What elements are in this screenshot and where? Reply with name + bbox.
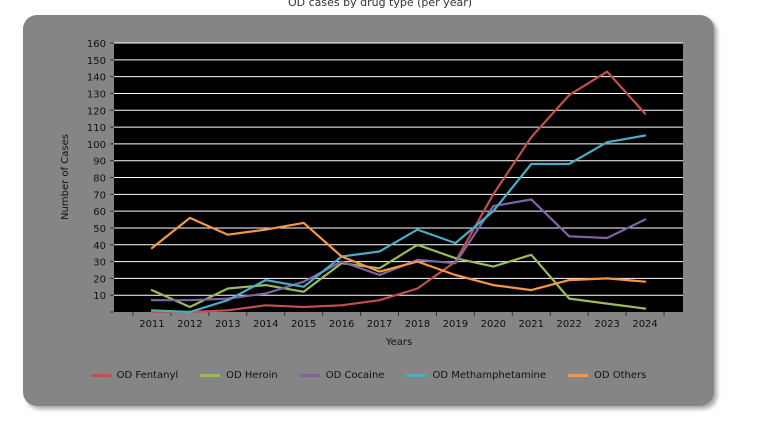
series-lines [150, 70, 647, 314]
legend-item: OD Others [568, 370, 646, 381]
x-tick-label: 2022 [556, 319, 581, 330]
legend-swatch [299, 374, 320, 377]
y-tick-label: 120 [87, 106, 106, 117]
y-tick-label: 10 [93, 291, 106, 302]
x-tick-label: 2016 [329, 319, 354, 330]
y-tick-label: 40 [93, 241, 106, 252]
y-tick-label: 160 [87, 39, 106, 50]
gridlines [114, 42, 683, 296]
legend-label: OD Others [594, 370, 647, 381]
x-tick-label: 2018 [405, 319, 430, 330]
y-tick-label: 150 [87, 56, 106, 67]
line-chart: 102030405060708090100110120130140150160 … [60, 39, 683, 348]
x-tick-label: 2020 [481, 319, 506, 330]
y-tick-label: 20 [93, 274, 106, 285]
y-axis-label: Number of Cases [60, 134, 71, 220]
x-tick-label: 2015 [291, 319, 316, 330]
legend-label: OD Cocaine [325, 370, 385, 381]
series-line-od-heroin [150, 243, 647, 310]
y-tick-label: 130 [87, 89, 106, 100]
y-tick-label: 140 [87, 73, 106, 84]
legend-swatch [200, 374, 221, 377]
x-tick-label: 2024 [632, 319, 657, 330]
y-tick-label: 100 [87, 140, 106, 151]
x-tick-label: 2023 [594, 319, 619, 330]
legend-item: OD Methamphetamine [406, 370, 546, 381]
legend-swatch [568, 374, 589, 377]
legend-item: OD Cocaine [299, 370, 385, 381]
legend-swatch [90, 374, 111, 377]
chart-panel: 10 20 30 40 50 60 70 80 90 100 110 120 130 140 150 160 … [23, 15, 714, 406]
y-tick-label: 50 [93, 224, 106, 235]
legend: OD Fentanyl OD Heroin OD Cocaine OD Methamp… [23, 370, 714, 381]
legend-label: OD Fentanyl [116, 370, 179, 381]
legend-label: OD Heroin [226, 370, 278, 381]
y-tick-label: 110 [87, 123, 106, 134]
x-tick-label: 2011 [139, 319, 164, 330]
legend-item: OD Fentanyl [90, 370, 179, 381]
y-tick-label: 80 [93, 174, 106, 185]
y-tick-label: 70 [93, 190, 106, 201]
y-tick-label: 90 [93, 157, 106, 168]
x-tick-label: 2013 [215, 319, 240, 330]
x-tick-label: 2017 [367, 319, 392, 330]
series-line-od-methamphetamine [150, 134, 647, 314]
x-tick-label: 2014 [253, 319, 278, 330]
legend-item: OD Heroin [200, 370, 278, 381]
legend-swatch [406, 374, 427, 377]
chart-caption: OD cases by drug type (per year) [287, 0, 473, 9]
x-tick-label: 2019 [443, 319, 468, 330]
x-axis-ticks: 2011 2012 2013 2014 2015 2016 2017 2018 2019 2020… [132, 312, 665, 330]
y-axis-ticks: 10 20 30 40 50 60 70 80 90 100 110 120 130 140 150 160 [87, 39, 114, 313]
y-tick-label: 60 [93, 207, 106, 218]
x-tick-label: 2012 [177, 319, 202, 330]
legend-label: OD Methamphetamine [432, 370, 547, 381]
series-line-od-others [150, 216, 647, 292]
y-tick-label: 30 [93, 258, 106, 269]
x-tick-label: 2021 [519, 319, 544, 330]
series-line-od-fentanyl [150, 70, 647, 314]
x-axis-label: Years [385, 337, 412, 348]
